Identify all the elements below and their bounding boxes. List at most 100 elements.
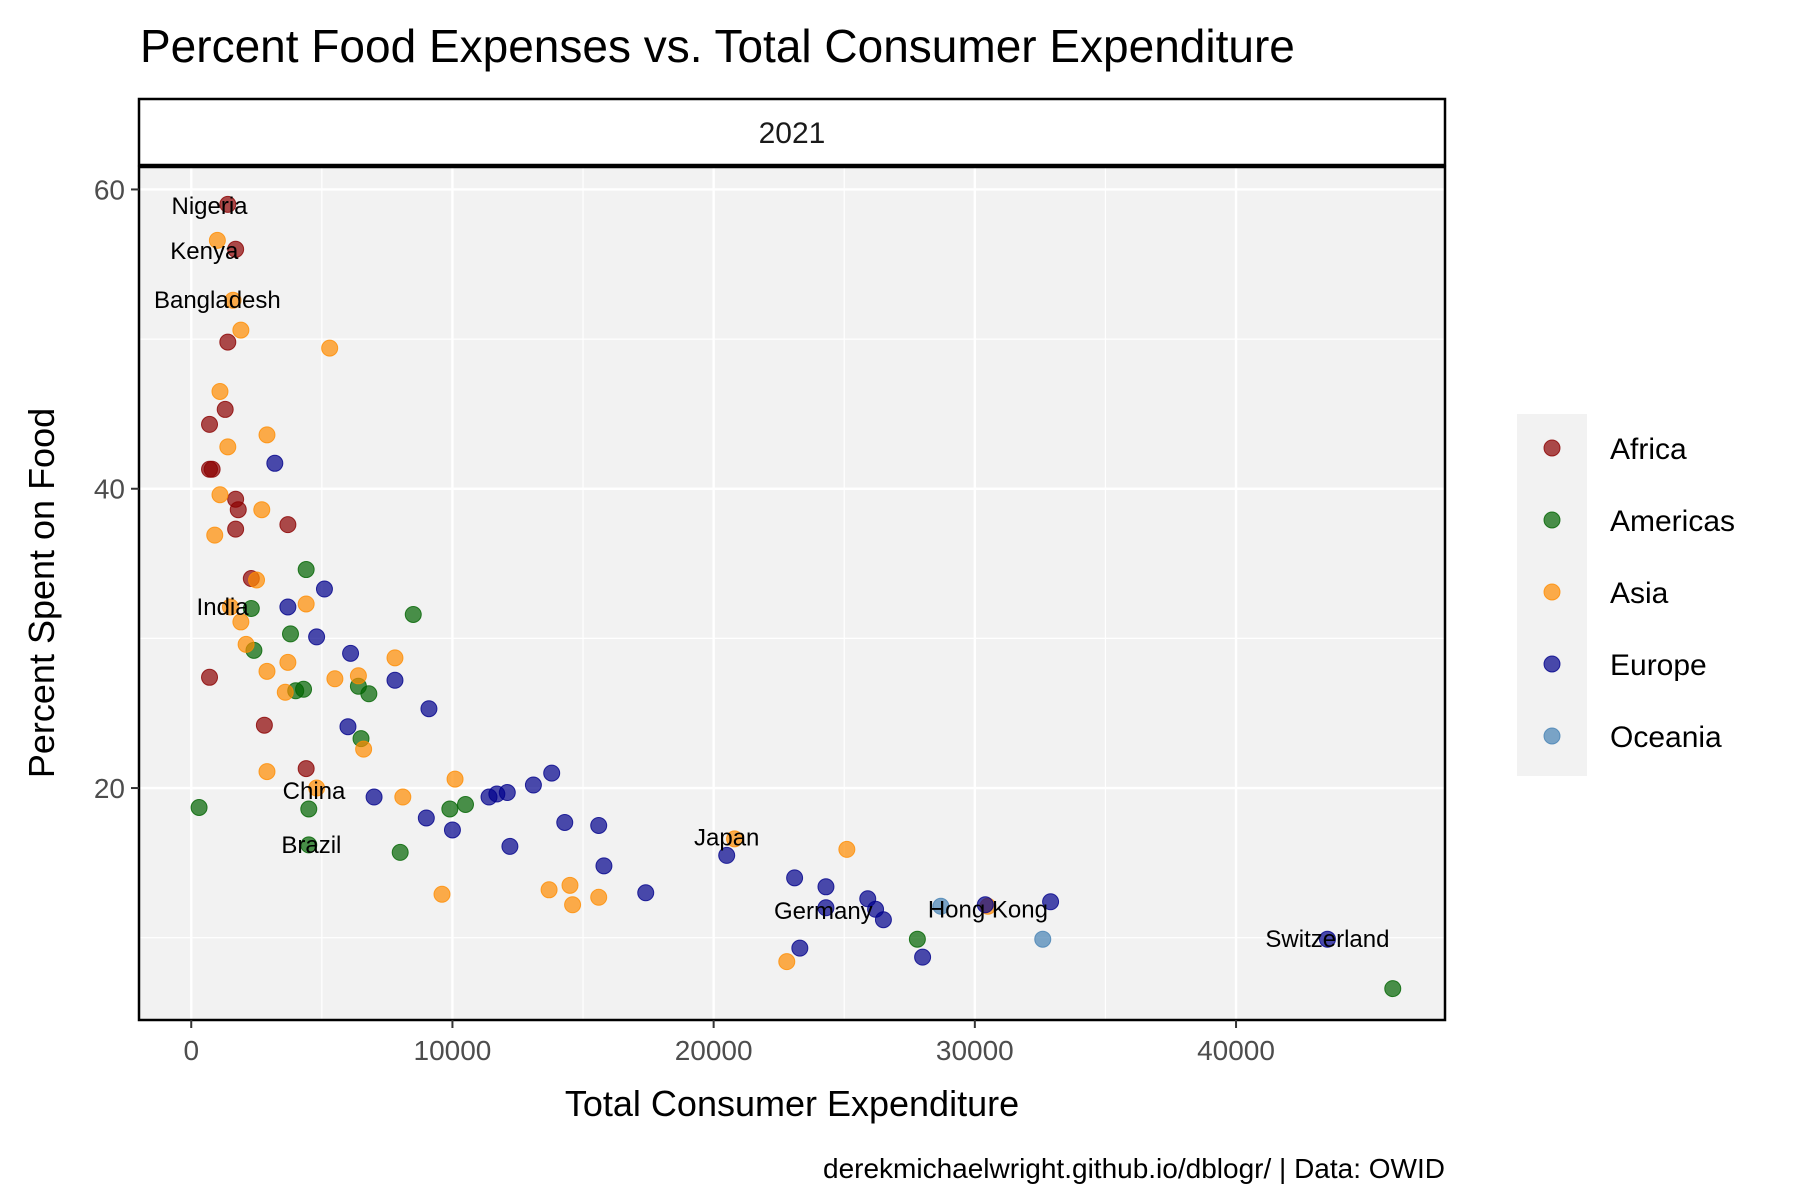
data-point-africa — [229, 501, 247, 519]
data-point-africa — [203, 460, 221, 478]
data-point-africa — [227, 240, 245, 258]
series-africa — [201, 195, 315, 778]
legend-label-africa: Africa — [1610, 433, 1687, 466]
data-point-europe — [308, 628, 326, 646]
data-point-asia — [224, 291, 242, 309]
data-point-europe — [791, 939, 809, 957]
legend-label-americas: Americas — [1610, 505, 1735, 538]
y-tick-label: 40 — [94, 474, 125, 505]
data-point-asia — [219, 438, 237, 456]
data-point-americas — [300, 836, 318, 854]
legend-label-asia: Asia — [1610, 577, 1669, 610]
data-point-europe — [1042, 893, 1060, 911]
x-tick-label: 30000 — [936, 1035, 1014, 1066]
facet-label: 2021 — [759, 117, 826, 150]
data-point-europe — [417, 809, 435, 827]
data-point-asia — [778, 953, 796, 971]
data-point-europe — [556, 813, 574, 831]
data-point-europe — [524, 776, 542, 794]
data-point-europe — [339, 718, 357, 736]
data-point-europe — [501, 837, 519, 855]
data-point-asia — [561, 876, 579, 894]
x-tick-label: 0 — [183, 1035, 199, 1066]
annotation-switzerland: Switzerland — [1265, 926, 1389, 953]
facet-strip — [137, 97, 1447, 167]
data-point-oceania — [1034, 930, 1052, 948]
data-point-africa — [219, 333, 237, 351]
data-point-europe — [279, 598, 297, 616]
data-point-asia — [279, 653, 297, 671]
data-point-europe — [976, 896, 994, 914]
data-point-europe — [498, 784, 516, 802]
y-tick-label: 60 — [94, 174, 125, 205]
legend-label-oceania: Oceania — [1610, 721, 1722, 754]
data-point-asia — [838, 840, 856, 858]
legend-key-oceania — [1543, 727, 1561, 745]
data-point-asia — [211, 486, 229, 504]
x-tick-label: 20000 — [675, 1035, 753, 1066]
data-point-asia — [208, 231, 226, 249]
data-point-europe — [786, 869, 804, 887]
annotation-kenya: Kenya — [170, 238, 239, 265]
data-point-asia — [321, 339, 339, 357]
chart-caption: derekmichaelwright.github.io/dblogr/ | D… — [823, 1153, 1445, 1184]
data-point-asia — [590, 888, 608, 906]
x-axis-ticks: 0 10000 20000 30000 40000 — [183, 1020, 1275, 1066]
data-point-asia — [326, 670, 344, 688]
data-point-asia — [206, 526, 224, 544]
data-point-americas — [281, 625, 299, 643]
annotation-china: China — [283, 778, 346, 805]
legend-key-asia — [1543, 583, 1561, 601]
data-point-asia — [394, 788, 412, 806]
plot-panel — [139, 167, 1445, 1020]
data-point-americas — [1384, 980, 1402, 998]
data-point-europe — [420, 700, 438, 718]
data-point-americas — [391, 843, 409, 861]
data-point-europe — [315, 580, 333, 598]
data-point-asia — [276, 683, 294, 701]
annotation-nigeria: Nigeria — [172, 193, 249, 220]
data-point-asia — [221, 598, 239, 616]
legend-key-africa — [1543, 439, 1561, 457]
data-point-europe — [914, 948, 932, 966]
data-points — [190, 195, 1402, 998]
data-point-asia — [237, 635, 255, 653]
data-point-africa — [216, 400, 234, 418]
data-point-europe — [1318, 930, 1336, 948]
data-point-americas — [295, 680, 313, 698]
data-point-asia — [386, 649, 404, 667]
data-point-europe — [817, 899, 835, 917]
data-point-asia — [564, 896, 582, 914]
data-point-asia — [258, 662, 276, 680]
x-axis-title: Total Consumer Expenditure — [565, 1083, 1019, 1124]
data-point-africa — [279, 516, 297, 534]
annotation-hong-kong: Hong Kong — [928, 896, 1048, 923]
series-europe — [266, 454, 1336, 966]
data-point-europe — [543, 764, 561, 782]
data-point-asia — [258, 426, 276, 444]
data-point-asia — [232, 321, 250, 339]
point-annotations: Nigeria Kenya Bangladesh India China Brazil Ja… — [154, 193, 1390, 953]
legend: Africa Americas Asia Europe Oceania — [1543, 433, 1735, 754]
annotation-brazil: Brazil — [281, 832, 341, 859]
data-point-europe — [342, 644, 360, 662]
data-point-americas — [441, 800, 459, 818]
data-point-asia — [232, 613, 250, 631]
data-point-europe — [590, 816, 608, 834]
data-point-americas — [404, 605, 422, 623]
chart-title: Percent Food Expenses vs. Total Consumer… — [140, 20, 1295, 72]
data-point-americas — [242, 599, 260, 617]
data-point-americas — [297, 561, 315, 579]
data-point-africa — [255, 716, 273, 734]
data-point-americas — [457, 796, 474, 814]
data-point-asia — [446, 770, 464, 788]
data-point-asia — [355, 740, 373, 758]
legend-key-europe — [1543, 655, 1561, 673]
legend-label-europe: Europe — [1610, 649, 1707, 682]
data-point-europe — [817, 878, 835, 896]
x-tick-label: 10000 — [414, 1035, 492, 1066]
data-point-asia — [349, 667, 367, 685]
series-oceania — [932, 897, 1052, 948]
annotation-japan: Japan — [694, 824, 759, 851]
